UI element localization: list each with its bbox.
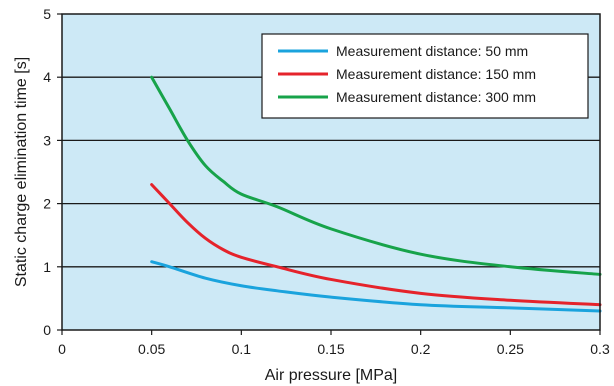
- legend: Measurement distance: 50 mm Measurement d…: [261, 33, 589, 119]
- series-line-1: [150, 183, 602, 307]
- y-tick-label: 0: [43, 322, 51, 338]
- y-tick-label: 5: [43, 6, 51, 22]
- legend-label: Measurement distance: 50 mm: [336, 43, 528, 59]
- series-lines: [150, 75, 602, 313]
- x-tick-label: 0.05: [138, 341, 165, 357]
- y-tick-label: 4: [43, 69, 51, 85]
- x-tick-label: 0.1: [232, 341, 252, 357]
- x-tick-label: 0.25: [497, 341, 524, 357]
- x-axis-title: Air pressure [MPa]: [265, 367, 397, 384]
- y-tick-label: 1: [43, 259, 51, 275]
- y-tick-label: 2: [43, 196, 51, 212]
- legend-box: [261, 33, 589, 119]
- series-line-0: [150, 260, 602, 313]
- legend-label: Measurement distance: 300 mm: [336, 89, 536, 105]
- y-axis-title: Static charge elimination time [s]: [13, 57, 30, 287]
- series-line-2: [150, 75, 602, 276]
- x-tick-label: 0: [58, 341, 66, 357]
- x-tick-label: 0.3: [590, 341, 610, 357]
- x-axis-ticks: 0 0.05 0.1 0.15 0.2 0.25 0.3: [58, 330, 610, 357]
- legend-label: Measurement distance: 150 mm: [336, 66, 536, 82]
- x-tick-label: 0.15: [317, 341, 344, 357]
- y-axis-ticks: 0 1 2 3 4 5: [43, 6, 62, 338]
- x-tick-label: 0.2: [411, 341, 431, 357]
- y-tick-label: 3: [43, 132, 51, 148]
